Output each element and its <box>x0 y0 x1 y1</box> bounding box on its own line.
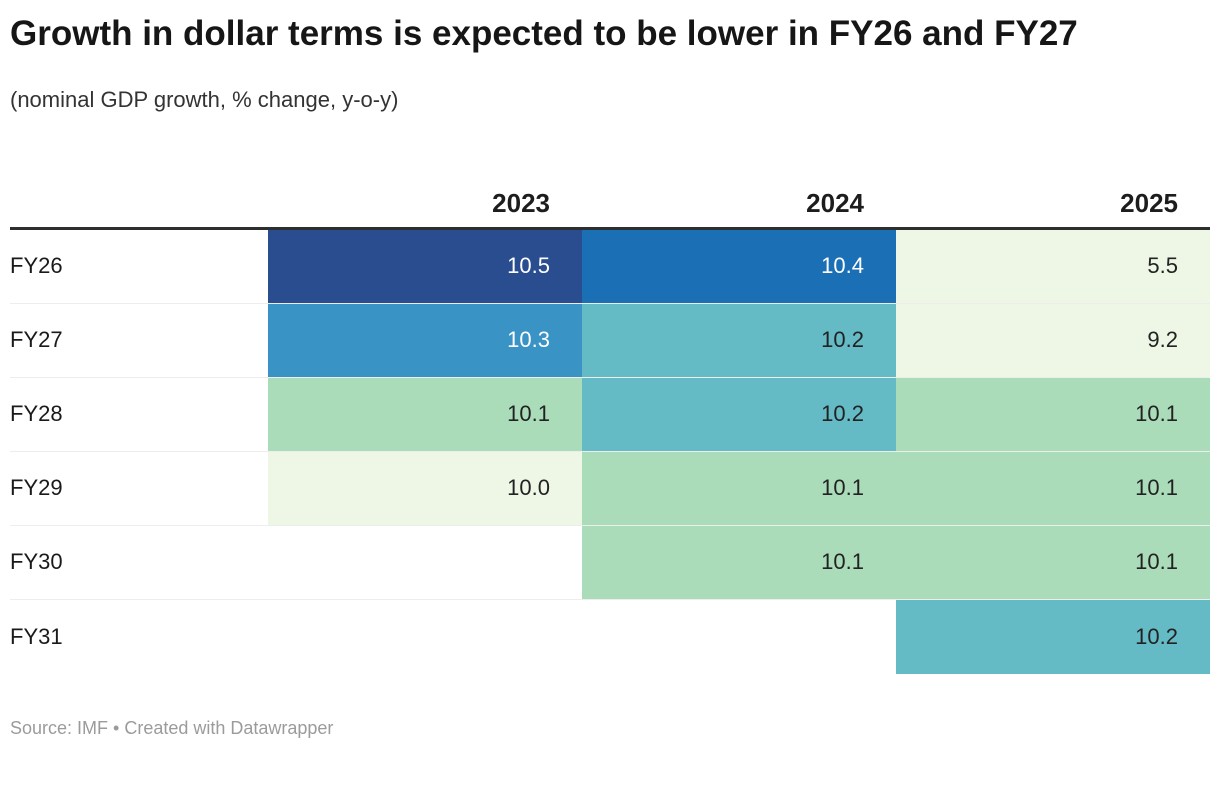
heatmap-cell: 10.1 <box>896 377 1210 451</box>
row-label: FY26 <box>10 229 268 303</box>
heatmap-cell: 10.1 <box>582 525 896 599</box>
column-header-2024: 2024 <box>806 187 864 218</box>
heatmap-cell: 10.0 <box>268 451 582 525</box>
heatmap-cell <box>268 600 582 674</box>
column-header-2025: 2025 <box>1120 187 1178 218</box>
chart-subtitle: (nominal GDP growth, % change, y-o-y) <box>10 86 399 112</box>
table-row: FY29 10.0 10.1 10.1 <box>10 451 1210 526</box>
heatmap-cell: 9.2 <box>896 303 1210 377</box>
heatmap-cell: 10.1 <box>268 377 582 451</box>
column-header-2023: 2023 <box>492 187 550 218</box>
heatmap-cell: 10.3 <box>268 303 582 377</box>
table-row: FY27 10.3 10.2 9.2 <box>10 303 1210 378</box>
heatmap-cell <box>268 526 582 599</box>
page-title: Growth in dollar terms is expected to be… <box>10 14 1078 53</box>
heatmap-cell: 10.1 <box>896 451 1210 525</box>
heatmap-cell: 10.1 <box>896 525 1210 599</box>
heatmap-cell: 10.5 <box>268 229 582 303</box>
table-row: FY30 10.1 10.1 <box>10 525 1210 600</box>
source-note: Source: IMF • Created with Datawrapper <box>10 717 334 738</box>
heatmap-cell: 10.2 <box>582 377 896 451</box>
table-row: FY26 10.5 10.4 5.5 <box>10 229 1210 304</box>
heatmap-cell: 10.2 <box>582 303 896 377</box>
row-label: FY31 <box>10 599 268 674</box>
row-label: FY27 <box>10 303 268 377</box>
heatmap-table: 2023 2024 2025 FY26 10.5 10.4 5.5 FY27 10.3 10.2… <box>0 171 1220 674</box>
heatmap-cell: 5.5 <box>896 229 1210 303</box>
table-body: FY26 10.5 10.4 5.5 FY27 10.3 10.2 9.2 FY28 10.1 10… <box>10 229 1210 674</box>
table-header-row: 2023 2024 2025 <box>10 171 1210 227</box>
heatmap-cell: 10.1 <box>582 451 896 525</box>
header-rule <box>10 226 1210 230</box>
heatmap-cell <box>582 600 896 674</box>
row-label: FY29 <box>10 451 268 525</box>
table-row: FY28 10.1 10.2 10.1 <box>10 377 1210 452</box>
table-row: FY31 10.2 <box>10 599 1210 674</box>
heatmap-cell: 10.4 <box>582 229 896 303</box>
heatmap-cell: 10.2 <box>896 599 1210 674</box>
row-label: FY28 <box>10 377 268 451</box>
row-label: FY30 <box>10 525 268 599</box>
